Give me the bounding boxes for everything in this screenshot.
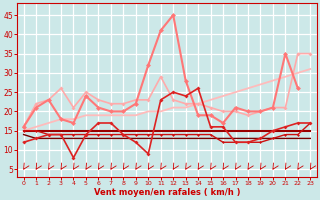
X-axis label: Vent moyen/en rafales ( km/h ): Vent moyen/en rafales ( km/h ) <box>94 188 240 197</box>
